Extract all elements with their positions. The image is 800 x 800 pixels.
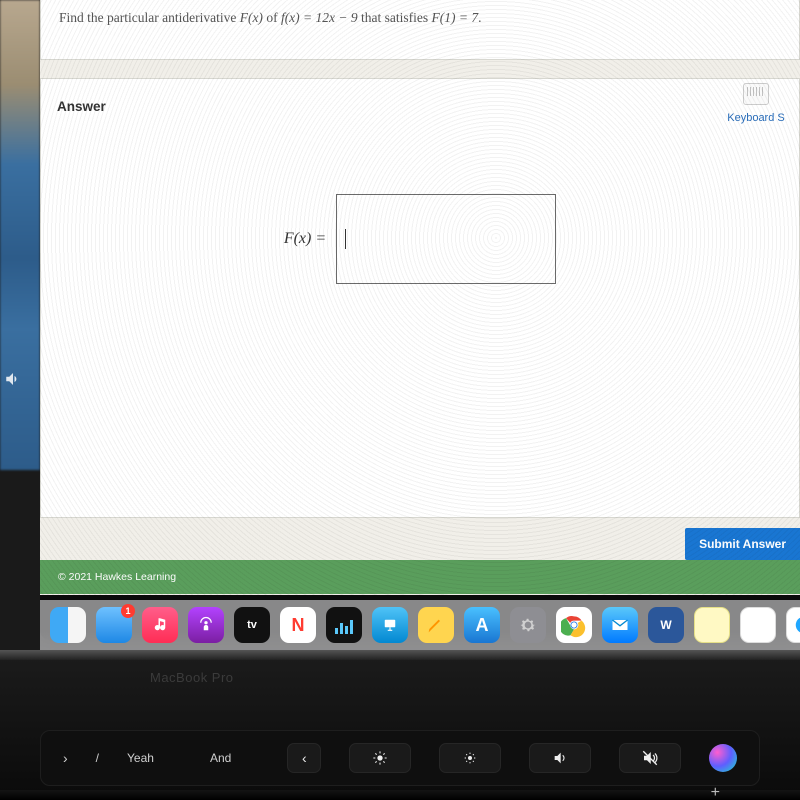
dock-news-glyph: N [292,615,305,636]
dock-keynote-icon[interactable] [372,607,408,643]
mute-icon [641,749,659,767]
text-cursor [345,229,346,249]
question-Fx: F(x) [240,10,263,25]
dock-finder-icon[interactable] [50,607,86,643]
dock-system-preferences-icon[interactable] [510,607,546,643]
dock-tv-label: tv [247,619,257,631]
laptop-base: MacBook Pro › / Yeah And ‹ + [0,650,800,800]
copyright-text: © 2021 Hawkes Learning [58,571,176,583]
dock-music-icon[interactable] [142,607,178,643]
chevron-left-icon: ‹ [302,750,307,766]
stocks-bars-icon [335,616,353,634]
answer-panel: Answer Keyboard S F(x) = [40,78,800,518]
dock-appstore-icon[interactable]: A [464,607,500,643]
keyboard-shortcuts-label: Keyboard S [721,112,791,124]
macos-dock: tv N A W [40,600,800,650]
footer-bar: © 2021 Hawkes Learning [40,560,800,594]
touchbar-suggestion-1[interactable]: Yeah [127,751,154,765]
touchbar-expand-arrow[interactable]: › [63,750,68,766]
keyboard-plus-key: + [711,784,720,800]
touchbar-volume-button[interactable] [529,743,591,773]
volume-indicator-icon [4,370,22,393]
keyboard-shortcuts-button[interactable]: Keyboard S [721,83,791,124]
laptop-hinge [0,650,800,660]
touchbar-slash[interactable]: / [96,751,99,765]
dock-word-icon[interactable]: W [648,607,684,643]
question-suffix: . [478,10,481,25]
laptop-screen: Find the particular antiderivative F(x) … [40,0,800,640]
question-fx: f(x) = 12x − 9 [281,10,358,25]
answer-input[interactable] [336,194,556,284]
dock-word-glyph: W [660,618,671,632]
equation-label: F(x) = [284,230,326,248]
equation-row: F(x) = [41,194,799,284]
dock-pages-icon[interactable] [418,607,454,643]
dock-mail-icon[interactable] [602,607,638,643]
dock-podcasts-icon[interactable] [188,607,224,643]
submit-answer-button[interactable]: Submit Answer [685,528,800,560]
volume-icon [552,750,568,766]
answer-heading: Answer [57,99,106,114]
dock-textedit-icon[interactable] [740,607,776,643]
dock-chrome-icon[interactable] [556,607,592,643]
dock-stocks-icon[interactable] [326,607,362,643]
dock-stickies-icon[interactable] [694,607,730,643]
touchbar-brightness-button[interactable] [349,743,411,773]
scene-root: Find the particular antiderivative F(x) … [0,0,800,800]
question-cond: F(1) = 7 [432,10,479,25]
question-mid: that satisfies [358,10,432,25]
touchbar-keyboard-brightness-button[interactable] [439,743,501,773]
touchbar-mute-button[interactable] [619,743,681,773]
brightness-icon [372,750,388,766]
keyboard-edge [0,790,800,800]
background-video-strip [0,0,40,470]
laptop-model-label: MacBook Pro [150,670,234,685]
touch-bar[interactable]: › / Yeah And ‹ [40,730,760,786]
dock-news-icon[interactable]: N [280,607,316,643]
sun-icon [462,750,478,766]
dock-appletv-icon[interactable]: tv [234,607,270,643]
touchbar-collapse-button[interactable]: ‹ [287,743,321,773]
touchbar-siri-button[interactable] [709,744,737,772]
submit-wrap: Submit Answer [685,528,800,560]
keyboard-icon [743,83,769,105]
question-prefix: Find the particular antiderivative [59,10,240,25]
question-panel: Find the particular antiderivative F(x) … [40,0,800,60]
question-text: Find the particular antiderivative F(x) … [59,10,781,26]
dock-appstore-glyph: A [476,615,489,636]
dock-safari-icon[interactable] [786,607,800,643]
question-of: of [263,10,281,25]
touchbar-suggestion-2[interactable]: And [210,751,231,765]
browser-viewport: Find the particular antiderivative F(x) … [40,0,800,595]
dock-messages-icon[interactable] [96,607,132,643]
